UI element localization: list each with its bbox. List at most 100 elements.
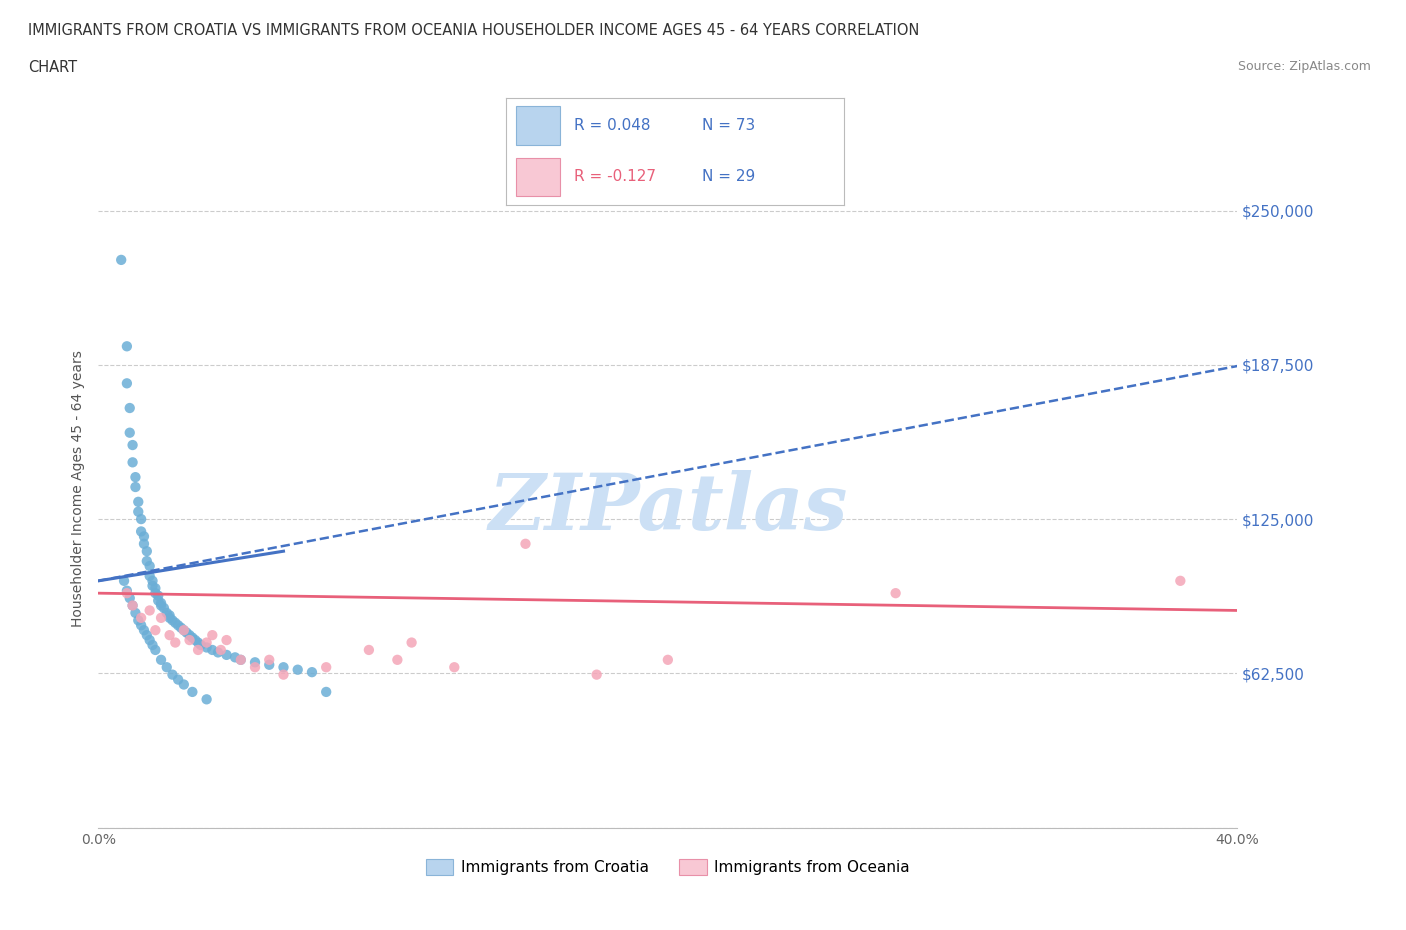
Point [118,591,141,605]
Point [259,658,281,672]
Point [115,586,138,601]
Point [135,628,157,643]
Point [145,643,167,658]
Point [162,667,184,682]
Point [190,638,212,653]
Point [115,583,138,598]
Point [150,595,173,610]
Point [138,632,160,647]
Point [401,635,423,650]
Point [229,652,252,667]
Point [132,529,155,544]
Point [243,655,266,670]
Point [115,339,138,353]
FancyBboxPatch shape [516,157,560,196]
Point [215,632,238,647]
Point [118,425,141,440]
Point [187,635,209,650]
Point [115,376,138,391]
Point [150,652,173,667]
Point [129,512,152,526]
Point [443,659,465,674]
Text: N = 73: N = 73 [702,118,755,133]
Point [173,677,195,692]
FancyBboxPatch shape [516,106,560,145]
Point [138,603,160,618]
Point [138,568,160,583]
Point [273,659,295,674]
Point [132,623,155,638]
Point [159,610,181,625]
Point [315,659,337,674]
Point [138,559,160,574]
Point [132,537,155,551]
Point [1170,574,1192,589]
Point [165,635,187,650]
Point [129,618,152,632]
Point [224,650,246,665]
Point [162,613,184,628]
Point [173,623,195,638]
Point [184,632,207,647]
Point [201,628,224,643]
Point [585,667,607,682]
Point [201,643,224,658]
Point [159,608,181,623]
Point [259,652,281,667]
Text: IMMIGRANTS FROM CROATIA VS IMMIGRANTS FROM OCEANIA HOUSEHOLDER INCOME AGES 45 - : IMMIGRANTS FROM CROATIA VS IMMIGRANTS FR… [28,23,920,38]
Point [165,616,187,631]
Point [121,598,143,613]
Point [387,652,409,667]
Point [121,598,143,613]
Point [153,601,176,616]
Point [179,628,201,643]
Point [156,659,179,674]
Text: CHART: CHART [28,60,77,75]
Point [124,480,146,495]
Text: R = -0.127: R = -0.127 [574,169,655,184]
Point [127,495,149,510]
Point [884,586,907,601]
Text: R = 0.048: R = 0.048 [574,118,650,133]
Point [515,537,537,551]
Point [127,504,149,519]
Point [129,524,152,538]
Point [243,659,266,674]
Point [229,652,252,667]
Point [181,631,204,645]
Point [148,588,170,603]
Point [195,640,218,655]
Point [145,623,167,638]
Point [167,672,190,687]
Point [110,252,132,267]
Point [141,638,163,653]
Point [181,684,204,699]
Legend: Immigrants from Croatia, Immigrants from Oceania: Immigrants from Croatia, Immigrants from… [419,853,917,881]
Point [112,574,135,589]
Point [156,605,179,620]
Point [657,652,679,667]
Point [150,598,173,613]
Point [124,470,146,485]
Text: N = 29: N = 29 [702,169,755,184]
Point [135,553,157,568]
Point [273,667,295,682]
Point [148,593,170,608]
Point [121,455,143,470]
Point [121,438,143,453]
Point [179,632,201,647]
Point [195,635,218,650]
Point [141,578,163,593]
Point [145,586,167,601]
Point [187,643,209,658]
Point [145,581,167,596]
Point [167,618,190,632]
Point [215,647,238,662]
Point [173,623,195,638]
Point [124,605,146,620]
Point [357,643,380,658]
Y-axis label: Householder Income Ages 45 - 64 years: Householder Income Ages 45 - 64 years [72,350,86,627]
Point [150,610,173,625]
Point [135,544,157,559]
Point [207,645,229,660]
